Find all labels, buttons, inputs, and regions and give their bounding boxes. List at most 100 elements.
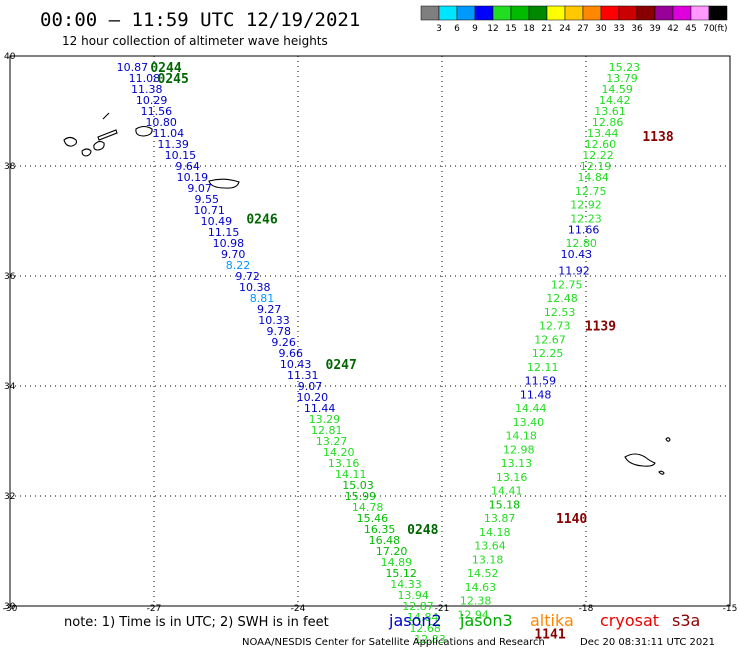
swh-value: 14.78 — [352, 501, 384, 514]
swh-value: 10.87 — [117, 61, 149, 74]
x-tick-label: -18 — [579, 604, 594, 614]
plot-frame — [9, 55, 731, 607]
colorbar-label: 24 — [559, 24, 571, 34]
swh-value: 12.75 — [551, 278, 583, 291]
colorbar-label: 27 — [577, 24, 588, 34]
swh-value: 12.11 — [527, 361, 559, 374]
swh-value: 12.23 — [570, 212, 602, 225]
colorbar-unit: (ft) — [714, 24, 728, 34]
colorbar-label: 12 — [487, 24, 498, 34]
swh-value: 14.52 — [467, 567, 499, 580]
legend-cryosat: cryosat — [600, 611, 659, 630]
swh-value: 10.80 — [145, 116, 177, 129]
x-tick-label: -15 — [723, 604, 738, 614]
swh-value: 13.94 — [397, 589, 429, 602]
swh-value: 12.60 — [585, 138, 617, 151]
colorbar-swatch — [420, 5, 440, 21]
swh-value: 12.86 — [592, 116, 624, 129]
colorbar-label: 33 — [613, 24, 624, 34]
colorbar-swatch — [474, 5, 494, 21]
swh-value: 14.89 — [381, 556, 413, 569]
island-outline — [658, 470, 665, 475]
swh-value: 14.18 — [479, 526, 511, 539]
swh-value: 11.31 — [287, 369, 319, 382]
x-tick-label: -24 — [291, 604, 306, 614]
swh-value: 15.23 — [609, 61, 641, 74]
axis-ticks: -30 -27 -24 -21 -18 -15 30 32 34 36 38 40 — [3, 52, 738, 614]
swh-value: 13.16 — [496, 471, 528, 484]
swh-value: 15.03 — [342, 479, 374, 492]
colorbar-swatch — [672, 5, 692, 21]
swh-value: 8.81 — [250, 292, 275, 305]
swh-value: 12.94 — [457, 608, 489, 621]
swh-value: 11.39 — [157, 138, 189, 151]
y-tick-label: 32 — [4, 492, 15, 502]
swh-value: 9.07 — [187, 182, 212, 195]
colorbar-swatch — [564, 5, 584, 21]
swh-value: 8.22 — [226, 259, 251, 272]
swh-value: 14.63 — [465, 581, 497, 594]
swh-value: 16.35 — [364, 523, 396, 536]
swh-value: 13.40 — [513, 416, 545, 429]
colorbar-swatch — [546, 5, 566, 21]
swh-value: 14.20 — [323, 446, 355, 459]
colorbar-swatch — [690, 5, 710, 21]
swh-value: 10.15 — [165, 149, 197, 162]
swh-value: 13.79 — [606, 72, 638, 85]
y-tick-label: 38 — [4, 162, 16, 172]
swh-value: 14.42 — [599, 94, 631, 107]
swh-value: 15.99 — [345, 490, 377, 503]
legend-s3a: s3a — [672, 611, 700, 630]
swh-value: 10.43 — [561, 248, 593, 261]
colorbar-label: 21 — [541, 24, 552, 34]
island-outline — [135, 125, 153, 137]
colorbar-label: 15 — [505, 24, 516, 34]
pass-time-label: 0245 — [158, 72, 189, 87]
swh-value: 12.53 — [544, 306, 576, 319]
swh-value: 11.38 — [131, 83, 163, 96]
pass-time-label: 1141 — [534, 628, 565, 643]
swh-value: 13.87 — [484, 512, 516, 525]
swh-value: 13.27 — [316, 435, 348, 448]
y-tick-label: 30 — [4, 602, 16, 612]
swh-value: 10.43 — [280, 358, 312, 371]
pass-time-label: 0247 — [326, 358, 357, 373]
swh-value: 12.22 — [582, 149, 614, 162]
swh-value: 11.56 — [141, 105, 173, 118]
swh-value: 14.44 — [515, 402, 547, 415]
swh-value: 9.72 — [235, 270, 260, 283]
swh-value: 17.20 — [376, 545, 408, 558]
island-outline — [93, 140, 105, 151]
swh-value: 12.68 — [409, 622, 441, 635]
swh-value: 12.73 — [539, 320, 571, 333]
swh-value: 11.44 — [304, 402, 336, 415]
swh-value: 11.59 — [525, 375, 557, 388]
legend-jason2: jason2 — [388, 611, 442, 630]
swh-value: 13.18 — [472, 553, 504, 566]
footer-timestamp: Dec 20 08:31:11 UTC 2021 — [580, 637, 715, 648]
swh-value: 10.29 — [136, 94, 168, 107]
y-tick-label: 34 — [4, 382, 16, 392]
island-outlines — [63, 112, 671, 475]
pass-time-label: 1138 — [642, 130, 673, 145]
island-outline — [97, 129, 118, 141]
x-tick-label: -27 — [147, 604, 162, 614]
island-outline — [665, 437, 671, 442]
swh-value: 12.98 — [503, 443, 535, 456]
colorbar-swatch — [636, 5, 656, 21]
swh-value: 12.19 — [580, 160, 612, 173]
swh-value: 14.33 — [390, 578, 422, 591]
swh-value: 12.48 — [546, 292, 578, 305]
swh-value: 10.38 — [239, 281, 271, 294]
swh-value: 14.84 — [577, 171, 609, 184]
colorbar-swatch — [708, 5, 728, 21]
footer-credit: NOAA/NESDIS Center for Satellite Applica… — [242, 637, 545, 648]
pass-time-label: 0248 — [407, 523, 438, 538]
swh-value: 14.41 — [491, 485, 523, 498]
colorbar-swatch — [528, 5, 548, 21]
swh-value: 13.61 — [594, 105, 626, 118]
swh-value: 12.81 — [311, 424, 343, 437]
swh-value: 12.38 — [460, 595, 492, 608]
